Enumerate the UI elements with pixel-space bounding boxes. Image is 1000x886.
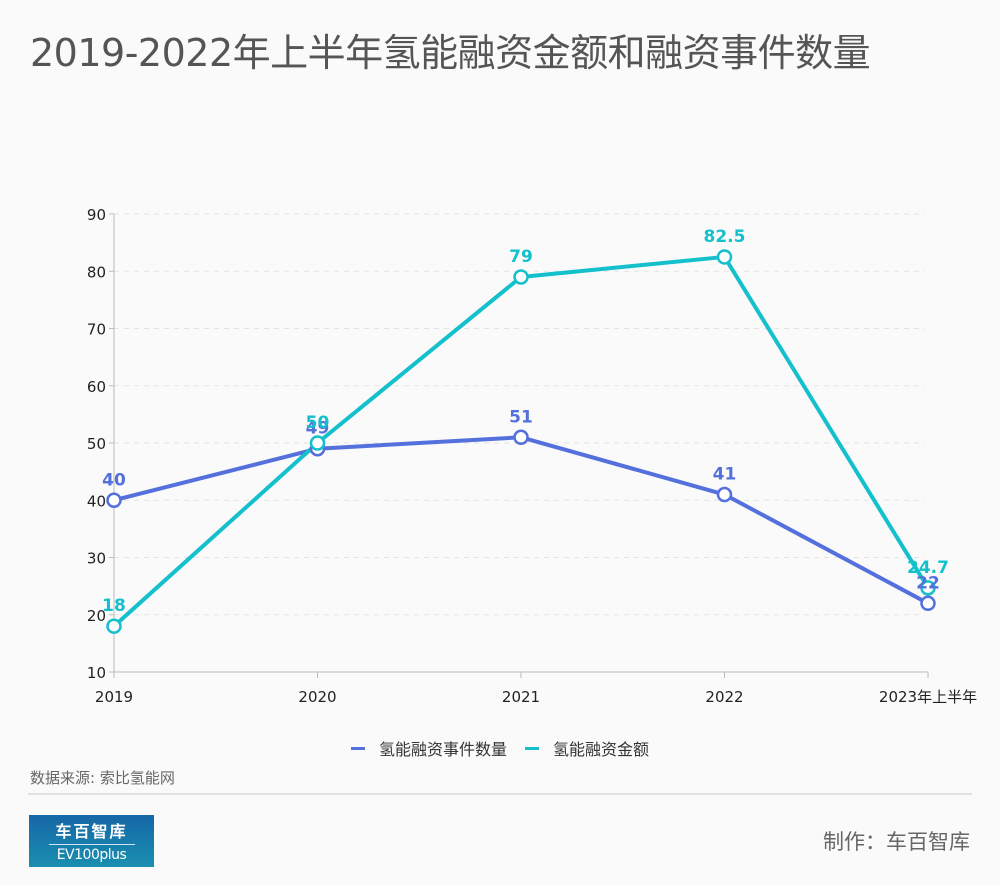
y-tick-label: 30 xyxy=(87,550,106,568)
logo-text-en: EV100plus xyxy=(56,847,127,863)
data-labels: 40 49 51 41 22 18 50 79 82.5 24.7 xyxy=(102,227,949,616)
data-label: 18 xyxy=(102,596,126,616)
data-label: 24.7 xyxy=(907,558,949,578)
data-point xyxy=(920,580,936,596)
data-point xyxy=(106,492,122,508)
legend-swatch-amount xyxy=(525,746,539,750)
data-point xyxy=(513,269,529,285)
legend-item-event-count[interactable]: 氢能融资事件数量 xyxy=(350,736,507,760)
y-tick-label: 20 xyxy=(87,607,106,625)
axes: 10 20 30 40 50 60 70 80 90 2019 2020 2021 2022 2023年上… xyxy=(87,206,977,706)
x-tick-label: 2020 xyxy=(298,688,336,706)
data-source: 数据来源: 索比氢能网 xyxy=(30,769,175,787)
y-tick-label: 50 xyxy=(87,435,106,453)
data-point xyxy=(716,486,733,503)
data-point xyxy=(920,595,936,612)
logo-rule xyxy=(48,844,135,845)
data-label: 82.5 xyxy=(704,227,746,247)
credit-text: 制作：车百智库 xyxy=(823,830,970,854)
data-label: 41 xyxy=(713,465,737,485)
divider xyxy=(28,793,972,795)
data-label: 79 xyxy=(509,247,533,267)
data-point xyxy=(716,249,733,265)
brand-logo: 车百智库 EV100plus xyxy=(29,815,154,867)
x-tick-label: 2021 xyxy=(502,688,540,706)
data-label: 51 xyxy=(509,407,533,427)
data-label: 40 xyxy=(102,470,126,490)
data-point xyxy=(513,429,529,446)
data-label: 49 xyxy=(306,419,330,439)
data-label: 22 xyxy=(916,573,940,593)
legend-label-event-count: 氢能融资事件数量 xyxy=(378,740,507,759)
legend-item-amount[interactable]: 氢能融资金额 xyxy=(525,736,649,760)
y-tick-label: 90 xyxy=(87,206,106,224)
data-point xyxy=(106,618,122,634)
x-tick-label: 2023年上半年 xyxy=(879,688,977,706)
chart-title: 2019-2022年上半年氢能融资金额和融资事件数量 xyxy=(30,31,871,75)
y-tick-label: 10 xyxy=(87,664,106,682)
data-label: 50 xyxy=(306,413,330,433)
x-tick-label: 2022 xyxy=(705,688,743,706)
series xyxy=(106,249,936,634)
y-tick-label: 80 xyxy=(87,263,106,281)
y-tick-label: 70 xyxy=(87,321,106,339)
data-point xyxy=(309,435,326,451)
legend: 氢能融资事件数量 氢能融资金额 xyxy=(0,736,1000,760)
logo-text-cn: 车百智库 xyxy=(55,822,128,841)
series-line-0 xyxy=(113,435,929,606)
legend-swatch-event-count xyxy=(350,746,365,750)
y-tick-label: 40 xyxy=(87,492,106,510)
y-tick-label: 60 xyxy=(87,378,106,396)
x-tick-label: 2019 xyxy=(95,688,133,706)
legend-label-amount: 氢能融资金额 xyxy=(553,740,650,759)
